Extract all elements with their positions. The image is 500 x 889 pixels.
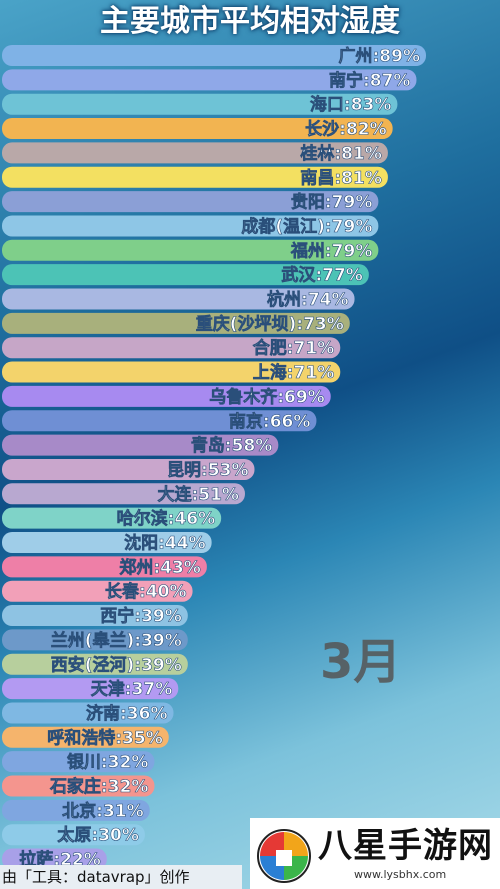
- bar-16: [2, 410, 317, 432]
- watermark-name: 八星手游网: [318, 826, 493, 866]
- bar-label-34: 拉萨:22%: [19, 849, 101, 870]
- bar-6: [2, 166, 388, 188]
- bar-label-24: 西宁:39%: [100, 606, 182, 627]
- bar-label-6: 南昌:81%: [300, 167, 382, 188]
- bar-label-22: 郑州:43%: [119, 557, 201, 578]
- bar-label-9: 福州:79%: [290, 240, 373, 261]
- bar-17: [2, 434, 279, 456]
- bar-label-1: 广州:89%: [339, 46, 421, 67]
- bar-label-13: 合肥:71%: [253, 338, 335, 359]
- bar-27: [2, 678, 179, 700]
- bar-34: [2, 848, 107, 870]
- bar-label-11: 杭州:74%: [267, 289, 349, 310]
- bar-10: [2, 264, 369, 286]
- bar-3: [2, 93, 398, 115]
- chart-title: 主要城市平均相对湿度: [100, 4, 400, 39]
- bar-14: [2, 361, 341, 383]
- bar-19: [2, 483, 245, 505]
- bar-label-30: 银川:32%: [67, 752, 149, 773]
- bar-25: [2, 629, 188, 651]
- watermark-logo: 八星手游网 www.lysbhx.com: [250, 818, 500, 889]
- period-label: 3月: [320, 634, 402, 690]
- bar-9: [2, 239, 379, 261]
- watermark-url: www.lysbhx.com: [354, 868, 447, 881]
- bar-label-12: 重庆(沙坪坝):73%: [196, 313, 344, 334]
- bar-label-3: 海口:83%: [310, 94, 392, 115]
- bar-label-23: 长春:40%: [105, 581, 187, 602]
- bar-label-4: 长沙:82%: [305, 119, 387, 140]
- bar-label-10: 武汉:77%: [281, 265, 363, 286]
- bar-26: [2, 653, 188, 675]
- bar-label-17: 青岛:58%: [191, 435, 273, 456]
- credit-footer: 由「工具：datavrap」创作: [0, 865, 242, 889]
- bar-label-21: 沈阳:44%: [124, 533, 206, 554]
- bar-15: [2, 385, 331, 407]
- bar-4: [2, 118, 393, 140]
- bar-label-14: 上海:71%: [253, 362, 335, 383]
- bar-8: [2, 215, 379, 237]
- bar-2: [2, 69, 417, 91]
- bar-label-7: 贵阳:79%: [291, 192, 373, 213]
- bar-label-31: 石家庄:32%: [49, 776, 149, 797]
- bar-label-28: 济南:36%: [86, 703, 168, 724]
- bar-label-18: 昆明:53%: [167, 460, 249, 480]
- bar-13: [2, 337, 341, 359]
- bar-11: [2, 288, 355, 310]
- bar-label-26: 西安(泾河):39%: [51, 654, 182, 675]
- bar-label-29: 呼和浩特:35%: [47, 727, 163, 748]
- bar-33: [2, 824, 145, 846]
- bar-1: [2, 45, 426, 66]
- bar-label-8: 成都(温江):79%: [241, 216, 372, 237]
- watermark-icon: [257, 829, 311, 883]
- bar-29: [2, 726, 169, 748]
- bar-32: [2, 799, 150, 821]
- bar-label-5: 桂林:81%: [299, 143, 382, 164]
- bar-label-15: 乌鲁木齐:69%: [209, 386, 325, 407]
- bar-28: [2, 702, 174, 724]
- bar-30: [2, 751, 155, 773]
- bar-label-33: 太原:30%: [57, 825, 139, 846]
- bar-22: [2, 556, 207, 578]
- bar-label-19: 大连:51%: [157, 484, 239, 505]
- bar-21: [2, 532, 212, 553]
- bar-label-20: 哈尔滨:46%: [117, 508, 216, 529]
- bar-label-25: 兰州(皋兰):39%: [51, 630, 182, 651]
- bar-12: [2, 312, 350, 334]
- bar-24: [2, 605, 188, 627]
- bar-23: [2, 580, 193, 602]
- bar-20: [2, 507, 222, 529]
- bar-label-32: 北京:31%: [62, 800, 144, 821]
- bar-label-16: 南京:66%: [229, 411, 311, 432]
- bar-label-2: 南宁:87%: [329, 70, 411, 91]
- bar-7: [2, 191, 379, 213]
- bar-5: [2, 142, 388, 164]
- bar-18: [2, 458, 255, 480]
- bar-31: [2, 775, 155, 797]
- bar-label-27: 天津:37%: [91, 679, 173, 700]
